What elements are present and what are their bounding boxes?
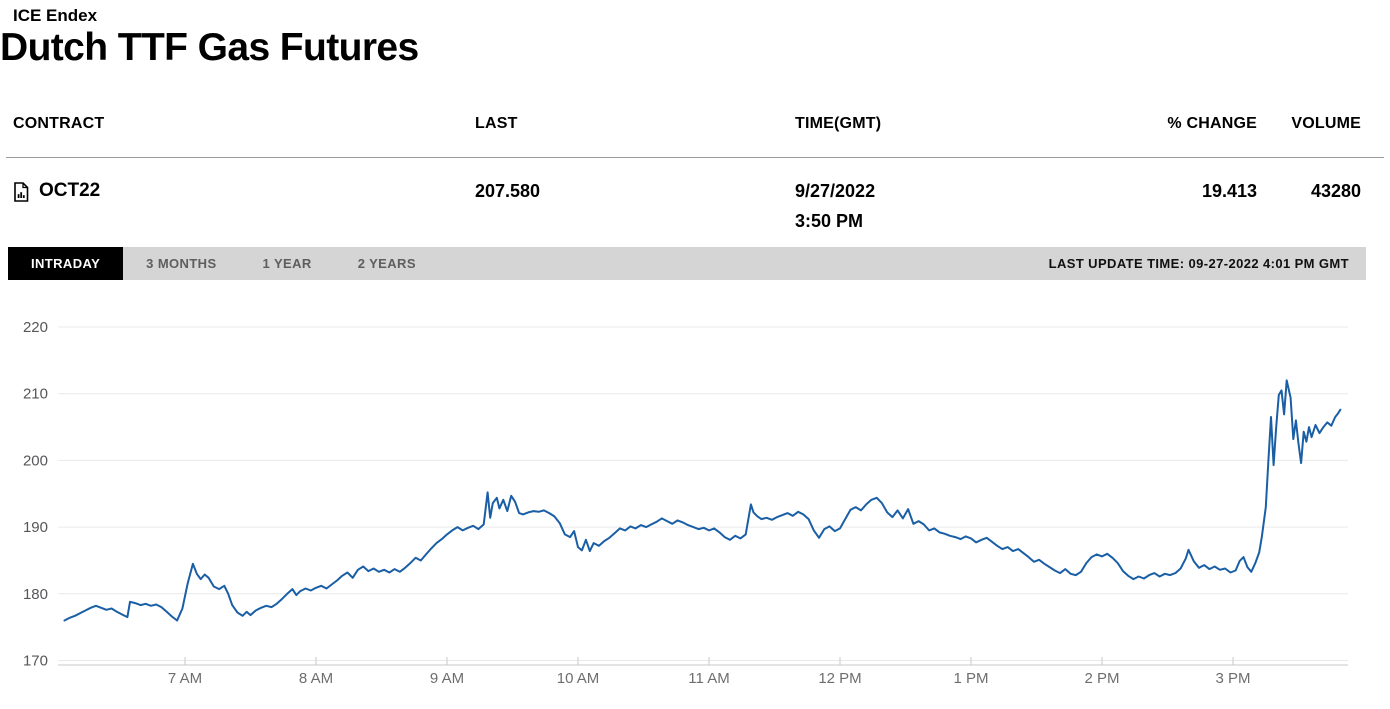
y-axis-label: 170 <box>23 653 48 670</box>
tabs-spacer <box>439 247 1049 280</box>
tab-3-months[interactable]: 3 MONTHS <box>146 256 217 271</box>
price-line <box>63 379 1342 622</box>
table-header-row: CONTRACT LAST TIME(GMT) % CHANGE VOLUME <box>0 101 1390 157</box>
header-divider <box>6 157 1384 158</box>
x-axis-label: 3 PM <box>1215 670 1250 687</box>
chart-area: 170 180 190 200 210 220 7 AM 8 AM 9 AM 10 AM 11 AM… <box>0 280 1390 709</box>
column-header-last: LAST <box>475 115 518 132</box>
tab-2-years[interactable]: 2 YEARS <box>357 256 416 271</box>
trade-date: 9/27/2022 <box>795 181 876 201</box>
column-header-volume: VOLUME <box>1291 115 1361 132</box>
y-axis-label: 210 <box>23 386 48 403</box>
contract-link[interactable]: OCT22 <box>13 176 475 206</box>
column-header-pct-change: % CHANGE <box>1167 115 1257 132</box>
contract-name: OCT22 <box>39 180 101 201</box>
page-title: Dutch TTF Gas Futures <box>0 26 419 69</box>
x-axis-label: 9 AM <box>430 670 464 687</box>
tab-intraday[interactable]: INTRADAY <box>8 247 124 280</box>
y-axis-label: 200 <box>23 452 48 469</box>
x-axis-label: 2 PM <box>1084 670 1119 687</box>
volume-value: 43280 <box>1310 181 1361 201</box>
price-chart[interactable]: 170 180 190 200 210 220 7 AM 8 AM 9 AM 10 AM 11 AM… <box>0 280 1390 704</box>
tab-1-year[interactable]: 1 YEAR <box>262 256 312 271</box>
trade-time: 3:50 PM <box>795 211 864 231</box>
x-axis-label: 1 PM <box>953 670 988 687</box>
last-update-time: LAST UPDATE TIME: 09-27-2022 4:01 PM GMT <box>1048 256 1349 271</box>
column-header-contract: CONTRACT <box>13 115 105 132</box>
x-axis-label: 11 AM <box>688 670 729 687</box>
table-row: OCT22 207.580 9/27/2022 3:50 PM 19.413 4… <box>0 158 1390 247</box>
exchange-name: ICE Endex <box>13 6 98 25</box>
x-axis-label: 10 AM <box>557 670 600 687</box>
y-axis-label: 220 <box>23 319 48 336</box>
y-axis-label: 180 <box>23 586 48 603</box>
pct-change-value: 19.413 <box>1201 181 1257 201</box>
x-axis-label: 8 AM <box>299 670 333 687</box>
x-axis-label: 7 AM <box>168 670 202 687</box>
column-header-time: TIME(GMT) <box>795 115 882 132</box>
last-price: 207.580 <box>475 181 541 201</box>
contracts-table: CONTRACT LAST TIME(GMT) % CHANGE VOLUME … <box>0 101 1390 247</box>
x-axis-label: 12 PM <box>818 670 861 687</box>
chart-range-tabs: INTRADAY 3 MONTHS 1 YEAR 2 YEARS LAST UP… <box>8 247 1366 280</box>
y-axis-label: 190 <box>23 519 48 536</box>
time-cell: 9/27/2022 3:50 PM <box>795 176 1145 236</box>
chart-document-icon <box>13 182 29 202</box>
